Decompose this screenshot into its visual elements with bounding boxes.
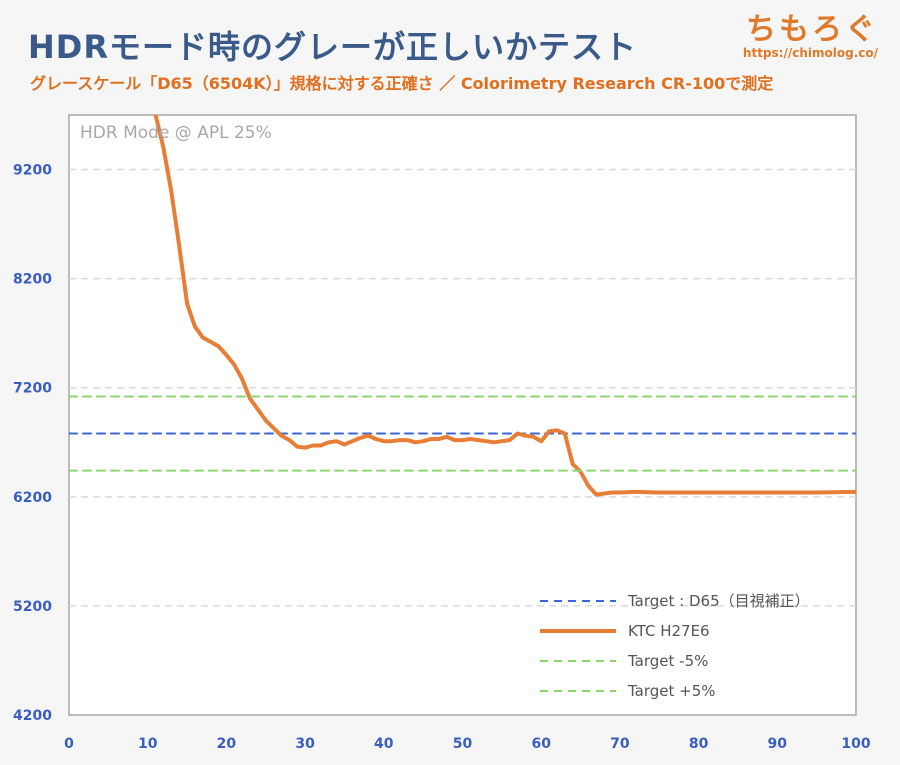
brand-url: https://chimolog.co/ <box>742 46 878 60</box>
legend-label-1: KTC H27E6 <box>628 622 710 640</box>
brand-logo: ちもろぐ https://chimolog.co/ <box>743 4 878 60</box>
y-tick-label-5: 9200 <box>13 163 52 179</box>
x-tick-label-0: 0 <box>64 736 74 752</box>
plot-background <box>68 114 857 716</box>
x-tick-label-7: 70 <box>610 736 630 752</box>
brand-name: ちもろぐ <box>746 12 878 47</box>
x-tick-label-1: 10 <box>138 736 158 752</box>
axis-layer: 4200 5200 6200 7200 8200 9200 0 10 20 30 40 50 60 70 8… <box>13 163 871 752</box>
y-tick-label-4: 8200 <box>13 272 52 288</box>
legend-label-3: Target +5% <box>627 682 716 700</box>
x-tick-label-5: 50 <box>453 736 473 752</box>
x-tick-label-8: 80 <box>689 736 709 752</box>
x-tick-label-3: 30 <box>295 736 315 752</box>
series-line-1 <box>153 115 856 497</box>
legend-label-2: Target -5% <box>627 652 708 670</box>
chart-title: HDRモード時のグレーが正しいかテスト <box>28 28 637 66</box>
y-tick-label-1: 5200 <box>13 599 52 615</box>
x-tick-label-2: 20 <box>217 736 237 752</box>
x-tick-label-6: 60 <box>531 736 551 752</box>
y-tick-label-0: 4200 <box>13 708 52 724</box>
chart-subtitle: グレースケール「D65（6504K）」規格に対する正確さ ／ Colorimet… <box>30 74 774 93</box>
series-layer <box>69 115 856 497</box>
y-tick-label-2: 6200 <box>13 490 52 506</box>
x-tick-label-4: 40 <box>374 736 394 752</box>
y-tick-label-3: 7200 <box>13 381 52 397</box>
legend-label-0: Target : D65（目視補正） <box>627 592 810 610</box>
x-tick-label-10: 100 <box>841 736 870 752</box>
legend: Target : D65（目視補正） KTC H27E6 Target -5% Tar… <box>540 592 810 700</box>
x-tick-label-9: 90 <box>768 736 788 752</box>
chart-annotation: HDR Mode @ APL 25% <box>80 123 272 143</box>
